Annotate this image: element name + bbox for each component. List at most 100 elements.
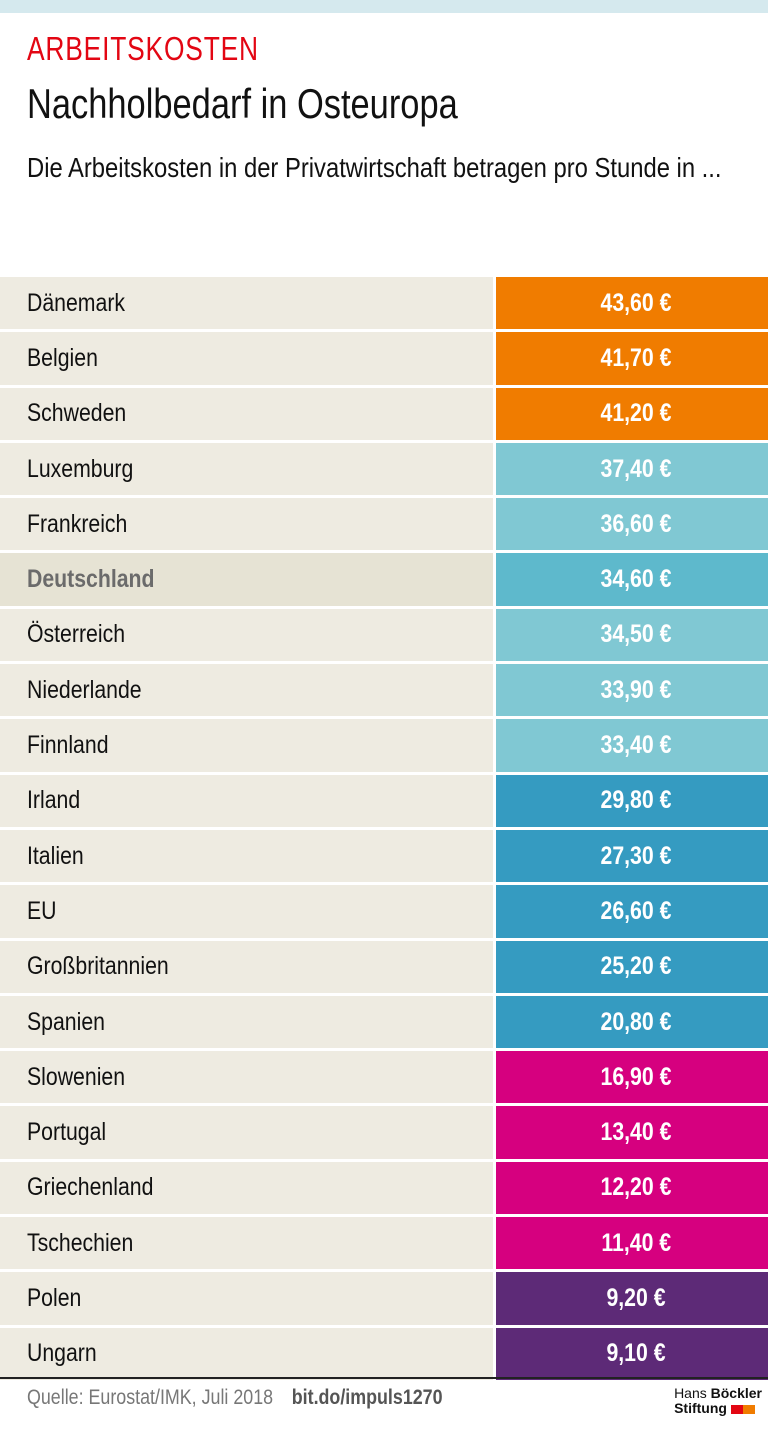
value-cell: 9,20 € (496, 1272, 768, 1325)
country-label: Irland (27, 786, 81, 815)
country-cell: Schweden (0, 387, 493, 440)
country-cell: Portugal (0, 1106, 493, 1159)
country-cell: Irland (0, 774, 493, 827)
country-label: Portugal (27, 1118, 107, 1147)
country-label: Frankreich (27, 509, 128, 538)
logo-text: Hans (674, 1385, 707, 1401)
country-cell: Österreich (0, 608, 493, 662)
value-cell: 36,60 € (496, 498, 768, 551)
value-label: 41,20 € (600, 399, 672, 428)
value-label: 43,60 € (600, 288, 672, 317)
table-row: Luxemburg 37,40 € (0, 442, 768, 496)
logo: Hans Böckler Stiftung (674, 1386, 762, 1416)
subtitle: Die Arbeitskosten in der Privatwirtschaf… (27, 152, 722, 183)
logo-text-bold: Stiftung (674, 1400, 727, 1416)
table-row: Belgien 41,70 € (0, 332, 768, 385)
value-cell: 12,20 € (496, 1161, 768, 1215)
logo-red-square (730, 1404, 743, 1414)
country-label: Deutschland (27, 565, 155, 594)
table-row: Schweden 41,20 € (0, 387, 768, 440)
table-row: Polen 9,20 € (0, 1272, 768, 1325)
page-title: Nachholbedarf in Osteuropa (27, 80, 458, 127)
value-label: 13,40 € (600, 1118, 672, 1147)
country-cell: Ungarn (0, 1327, 493, 1380)
value-label: 36,60 € (600, 509, 672, 538)
country-label: Spanien (27, 1007, 105, 1036)
country-label: Italien (27, 841, 84, 870)
country-cell: Deutschland (0, 553, 493, 606)
table-row: Finnland 33,40 € (0, 719, 768, 772)
value-cell: 43,60 € (496, 277, 768, 330)
value-cell: 33,90 € (496, 664, 768, 717)
logo-text-bold: Böckler (710, 1385, 762, 1401)
value-cell: 9,10 € (496, 1327, 768, 1380)
country-cell: Tschechien (0, 1217, 493, 1270)
value-label: 34,60 € (600, 565, 672, 594)
country-label: Dänemark (27, 288, 126, 317)
table-row: Portugal 13,40 € (0, 1106, 768, 1159)
value-cell: 33,40 € (496, 719, 768, 772)
value-label: 9,20 € (606, 1283, 666, 1312)
value-cell: 20,80 € (496, 995, 768, 1049)
table-row: Slowenien 16,90 € (0, 1051, 768, 1104)
table-row: Italien 27,30 € (0, 829, 768, 883)
country-cell: Finnland (0, 719, 493, 772)
value-cell: 13,40 € (496, 1106, 768, 1159)
top-accent-bar (0, 0, 768, 13)
country-label: Schweden (27, 399, 127, 428)
table-row: Österreich 34,50 € (0, 608, 768, 662)
table-row: Ungarn 9,10 € (0, 1327, 768, 1380)
country-label: Slowenien (27, 1062, 126, 1091)
value-label: 27,30 € (600, 841, 672, 870)
country-cell: Italien (0, 829, 493, 883)
country-label: Tschechien (27, 1228, 134, 1257)
value-cell: 27,30 € (496, 829, 768, 883)
value-label: 11,40 € (601, 1228, 672, 1257)
country-label: EU (27, 896, 57, 925)
table-row: Frankreich 36,60 € (0, 498, 768, 551)
value-cell: 34,60 € (496, 553, 768, 606)
table-row: Tschechien 11,40 € (0, 1217, 768, 1270)
value-label: 34,50 € (600, 620, 672, 649)
cost-table: Dänemark 43,60 € Belgien 41,70 € Schweden 41,… (0, 277, 768, 1383)
country-cell: Griechenland (0, 1161, 493, 1215)
table-row: EU 26,60 € (0, 885, 768, 938)
value-label: 25,20 € (600, 952, 672, 981)
source-link[interactable]: bit.do/impuls1270 (291, 1386, 443, 1409)
value-label: 33,90 € (600, 675, 672, 704)
value-cell: 11,40 € (496, 1217, 768, 1270)
value-cell: 37,40 € (496, 442, 768, 496)
logo-orange-square (742, 1404, 755, 1414)
value-label: 20,80 € (600, 1007, 672, 1036)
country-label: Großbritannien (27, 952, 169, 981)
table-row: Großbritannien 25,20 € (0, 940, 768, 993)
value-label: 41,70 € (600, 343, 672, 372)
source-text: Quelle: Eurostat/IMK, Juli 2018 (27, 1386, 274, 1409)
country-cell: Belgien (0, 332, 493, 385)
kicker: ARBEITSKOSTEN (27, 30, 259, 67)
country-cell: Polen (0, 1272, 493, 1325)
country-cell: Luxemburg (0, 442, 493, 496)
value-cell: 26,60 € (496, 885, 768, 938)
country-cell: Frankreich (0, 498, 493, 551)
country-cell: Slowenien (0, 1051, 493, 1104)
value-cell: 41,20 € (496, 387, 768, 440)
table-row: Deutschland 34,60 € (0, 553, 768, 606)
value-cell: 29,80 € (496, 774, 768, 827)
table-row: Griechenland 12,20 € (0, 1161, 768, 1215)
country-label: Finnland (27, 731, 109, 760)
value-cell: 25,20 € (496, 940, 768, 993)
value-label: 29,80 € (600, 786, 672, 815)
divider (0, 1377, 768, 1379)
country-label: Österreich (27, 620, 126, 649)
value-label: 26,60 € (600, 896, 672, 925)
country-label: Belgien (27, 343, 98, 372)
country-label: Niederlande (27, 675, 142, 704)
table-row: Dänemark 43,60 € (0, 277, 768, 330)
value-cell: 16,90 € (496, 1051, 768, 1104)
country-cell: Dänemark (0, 277, 493, 330)
table-row: Spanien 20,80 € (0, 995, 768, 1049)
value-cell: 41,70 € (496, 332, 768, 385)
country-cell: Großbritannien (0, 940, 493, 993)
country-label: Ungarn (27, 1339, 97, 1368)
